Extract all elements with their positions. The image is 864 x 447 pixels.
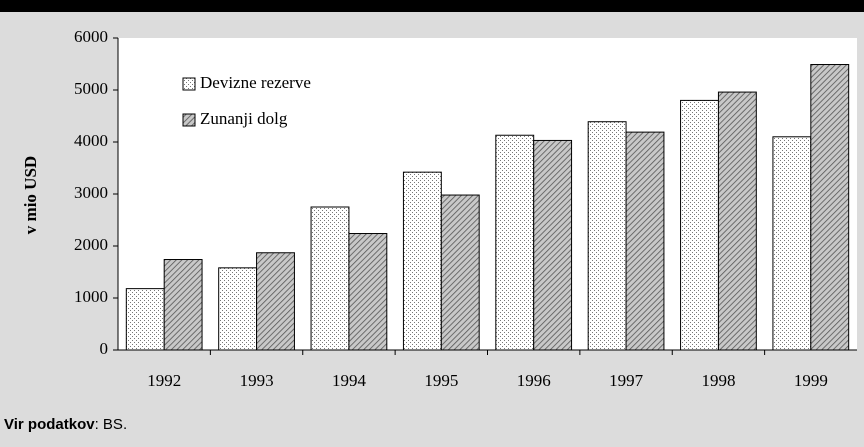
legend-swatch: [182, 113, 196, 127]
top-bar: [0, 0, 864, 12]
bar: [625, 131, 665, 351]
bar: [533, 139, 573, 351]
bar: [310, 206, 350, 351]
bar: [810, 64, 850, 351]
bar: [256, 252, 295, 351]
y-tick-label: 6000: [74, 27, 108, 46]
bar: [163, 259, 203, 351]
y-tick-label: 0: [100, 339, 109, 358]
bar: [587, 121, 627, 351]
x-tick-label: 1997: [609, 371, 644, 390]
source-text: : BS.: [95, 416, 128, 433]
y-tick-label: 4000: [74, 131, 108, 150]
y-tick-label: 3000: [74, 183, 108, 202]
x-tick-label: 1993: [240, 371, 274, 390]
x-tick-label: 1992: [147, 371, 181, 390]
x-tick-label: 1999: [794, 371, 828, 390]
y-tick-label: 2000: [74, 235, 108, 254]
source-label: Vir podatkov: [4, 416, 95, 433]
x-tick-label: 1994: [332, 371, 367, 390]
x-tick-label: 1996: [517, 371, 551, 390]
x-tick-label: 1995: [424, 371, 458, 390]
y-tick-label: 5000: [74, 79, 108, 98]
y-axis-label: v mio USD: [21, 156, 40, 234]
bar: [495, 134, 535, 351]
y-tick-label: 1000: [74, 287, 108, 306]
bar: [440, 194, 480, 351]
source: Vir podatkov: BS.: [4, 416, 127, 433]
bar: [125, 288, 165, 351]
x-tick-label: 1998: [701, 371, 735, 390]
bar: [218, 267, 258, 351]
bar: [772, 136, 812, 351]
legend-label: Zunanji dolg: [200, 109, 288, 128]
legend-swatch: [182, 77, 196, 91]
bar: [717, 91, 757, 351]
bar: [348, 233, 388, 351]
bar: [680, 99, 719, 351]
bar: [402, 171, 442, 351]
legend-label: Devizne rezerve: [200, 73, 311, 92]
